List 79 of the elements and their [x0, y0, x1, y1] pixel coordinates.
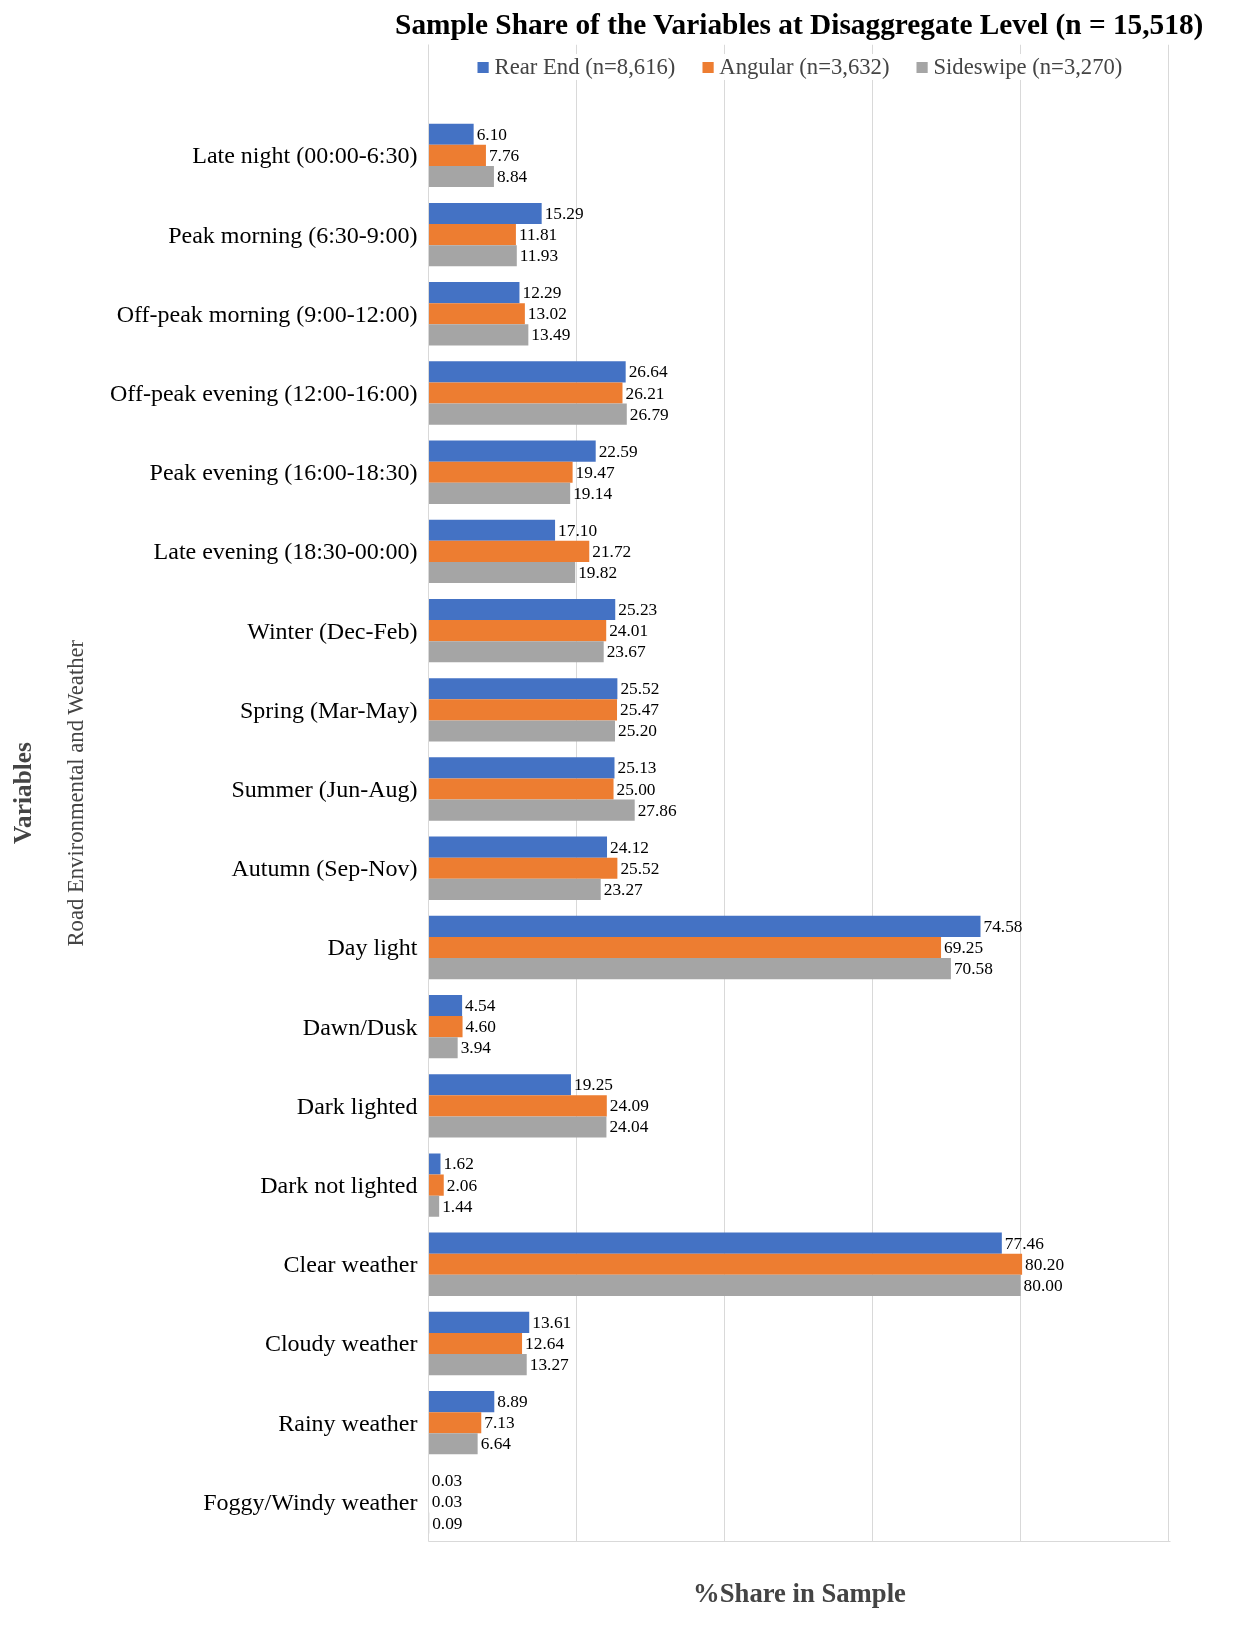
y-tick-label: Dawn/Dusk [302, 1013, 418, 1040]
data-label: 15.29 [544, 203, 584, 223]
data-label: 24.04 [609, 1117, 649, 1137]
y-tick-label: Clear weather [283, 1251, 418, 1278]
data-label: 0.03 [431, 1471, 463, 1491]
data-label: 25.13 [617, 758, 657, 778]
data-label: 7.76 [488, 145, 520, 165]
y-tick-label: Day light [327, 934, 418, 961]
data-label: 25.52 [620, 858, 660, 878]
data-label: 26.79 [629, 404, 669, 424]
data-label: 22.59 [598, 441, 638, 461]
data-label: 25.52 [620, 679, 660, 699]
y-tick-label: Dark not lighted [260, 1172, 418, 1199]
data-label: 6.64 [480, 1434, 512, 1454]
data-label: 19.25 [573, 1075, 613, 1095]
legend-label: Angular (n=3,632) [719, 54, 890, 80]
legend-label: Sideswipe (n=3,270) [933, 54, 1123, 80]
text: Road Environmental and Weather [62, 639, 88, 947]
data-label: 13.02 [527, 304, 567, 324]
data-label: 21.72 [592, 541, 632, 561]
x-axis-title: %Share in Sample [693, 1577, 907, 1608]
y-tick-label: Off-peak evening (12:00-16:00) [110, 380, 418, 407]
y-tick-label: Late evening (18:30-00:00) [153, 538, 418, 565]
data-label: 17.10 [558, 520, 598, 540]
data-label: 26.21 [625, 383, 665, 403]
y-tick-label: Cloudy weather [264, 1330, 418, 1357]
data-label: 13.61 [532, 1312, 572, 1332]
data-label: 2.06 [446, 1175, 478, 1195]
data-label: 4.54 [465, 996, 496, 1016]
data-label: 13.27 [529, 1355, 570, 1375]
data-label: 25.47 [620, 700, 660, 720]
data-label: 19.14 [573, 483, 613, 503]
y-axis-title: Variables [7, 741, 36, 844]
data-label: 12.64 [525, 1333, 565, 1353]
data-label: 4.60 [465, 1017, 496, 1037]
data-label: 12.29 [522, 283, 562, 303]
chart-title: Sample Share of the Variables at Disaggregate Level (n = 15,518) [395, 7, 1204, 41]
data-label: 13.49 [531, 325, 571, 345]
data-label: 70.58 [953, 959, 993, 979]
y-tick-label: Peak morning (6:30-9:00) [168, 221, 418, 248]
data-label: 11.81 [518, 225, 558, 245]
data-label: 8.84 [496, 167, 528, 187]
data-label: 1.44 [442, 1196, 473, 1216]
data-label: 25.23 [618, 600, 658, 620]
data-label: 19.47 [575, 462, 615, 482]
data-label: 0.09 [432, 1513, 463, 1533]
data-label: 6.10 [476, 124, 507, 144]
data-label: 8.89 [497, 1392, 528, 1412]
data-label: 26.64 [628, 362, 668, 382]
data-label: 74.58 [983, 916, 1023, 936]
y-tick-label: Autumn (Sep-Nov) [231, 855, 418, 882]
y-tick-label: Foggy/Windy weather [203, 1488, 418, 1515]
data-label: 24.01 [609, 621, 649, 641]
y-tick-label: Rainy weather [278, 1409, 418, 1436]
data-label: 80.20 [1025, 1254, 1065, 1274]
data-label: 7.13 [484, 1413, 515, 1433]
data-label: 24.12 [610, 837, 650, 857]
data-label: 27.86 [637, 800, 678, 820]
data-label: 69.25 [944, 937, 984, 957]
y-tick-label: Summer (Jun-Aug) [231, 776, 418, 803]
y-tick-label: Dark lighted [296, 1092, 418, 1119]
data-label: 25.20 [618, 721, 658, 741]
data-label: 77.46 [1004, 1233, 1045, 1253]
legend-label: Rear End (n=8,616) [494, 54, 676, 80]
data-label: 24.09 [609, 1096, 649, 1116]
data-label: 19.82 [578, 563, 618, 583]
data-label: 3.94 [460, 1038, 492, 1058]
data-label: 25.00 [616, 779, 656, 799]
y-tick-label: Peak evening (16:00-18:30) [149, 459, 418, 486]
data-label: 0.03 [431, 1492, 463, 1512]
y-tick-label: Spring (Mar-May) [240, 696, 418, 723]
data-label: 80.00 [1023, 1275, 1063, 1295]
data-label: 23.67 [606, 642, 647, 662]
y-tick-label: Off-peak morning (9:00-12:00) [116, 300, 418, 327]
data-label: 1.62 [443, 1154, 474, 1174]
data-label: 23.27 [603, 879, 644, 899]
y-tick-label: Winter (Dec-Feb) [247, 617, 418, 644]
data-label: 11.93 [519, 246, 559, 266]
y-tick-label: Late night (00:00-6:30) [192, 142, 418, 169]
